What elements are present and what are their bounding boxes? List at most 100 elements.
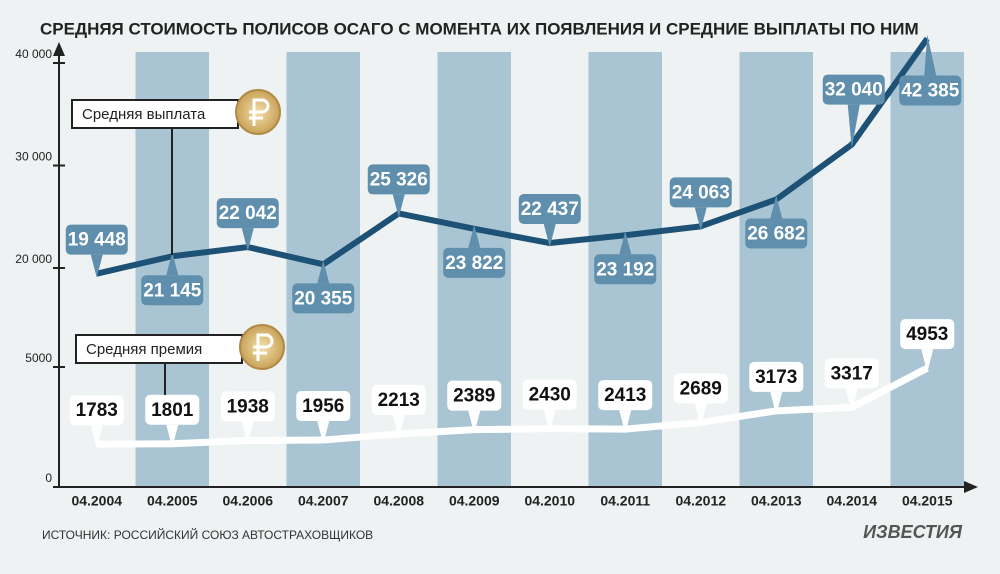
label-pointer bbox=[847, 104, 860, 149]
line bbox=[96, 365, 929, 448]
y-tick-label: 20 000 bbox=[15, 252, 52, 266]
y-tick-label: 5000 bbox=[25, 351, 52, 365]
data-label: 3173 bbox=[755, 367, 797, 388]
x-tick-label: 04.2014 bbox=[826, 493, 877, 509]
label-pointer bbox=[619, 231, 632, 255]
label-pointer bbox=[90, 254, 103, 278]
label-pointer bbox=[619, 410, 632, 434]
y-tick-label: 40 000 bbox=[15, 47, 52, 61]
label-box bbox=[669, 177, 732, 208]
label-box bbox=[673, 373, 728, 404]
logo: ИЗВЕСТИЯ bbox=[863, 522, 963, 542]
data-label: 2389 bbox=[453, 386, 495, 407]
data-label: 1783 bbox=[76, 400, 118, 421]
data-label: 1938 bbox=[227, 397, 269, 418]
x-tick-label: 04.2015 bbox=[902, 493, 953, 509]
data-label: 3317 bbox=[831, 363, 873, 384]
x-tick-label: 04.2009 bbox=[449, 493, 500, 509]
data-label: 1956 bbox=[302, 396, 344, 417]
x-tick-label: 04.2007 bbox=[298, 493, 349, 509]
legend-box bbox=[71, 99, 239, 129]
label-box bbox=[749, 361, 804, 392]
y-tick-label: 30 000 bbox=[15, 150, 52, 164]
x-tick-label: 04.2010 bbox=[524, 493, 575, 509]
data-label: 2413 bbox=[604, 385, 646, 406]
label-pointer bbox=[845, 388, 858, 412]
label-box bbox=[141, 275, 204, 306]
x-tick-label: 04.2012 bbox=[675, 493, 726, 509]
data-label: 42 385 bbox=[901, 81, 960, 102]
line bbox=[96, 36, 930, 277]
label-pointer bbox=[924, 34, 937, 76]
band bbox=[890, 52, 964, 487]
y-tick-label: 0 bbox=[45, 471, 52, 485]
data-label: 21 145 bbox=[143, 280, 202, 301]
data-label: 4953 bbox=[906, 324, 948, 345]
label-pointer bbox=[468, 410, 481, 434]
label-pointer bbox=[90, 425, 103, 449]
ruble-sign bbox=[253, 333, 274, 361]
data-label: 1801 bbox=[151, 400, 194, 421]
ruble-sign bbox=[249, 98, 270, 126]
label-pointer bbox=[543, 409, 556, 433]
x-tick-label: 04.2008 bbox=[373, 493, 424, 509]
label-box bbox=[598, 380, 653, 411]
label-pointer bbox=[241, 421, 254, 445]
label-box bbox=[371, 384, 426, 415]
label-pointer bbox=[770, 391, 783, 415]
x-tick-label: 04.2006 bbox=[222, 493, 273, 509]
label-pointer bbox=[317, 260, 330, 284]
data-label: 24 063 bbox=[672, 182, 730, 203]
data-label: 23 192 bbox=[596, 259, 654, 280]
label-box bbox=[900, 319, 955, 350]
label-box bbox=[443, 247, 506, 278]
data-label: 22 437 bbox=[521, 199, 579, 220]
label-box bbox=[65, 224, 128, 255]
x-tick-label: 04.2004 bbox=[71, 493, 122, 509]
chart-title: СРЕДНЯЯ СТОИМОСТЬ ПОЛИСОВ ОСАГО С МОМЕНТ… bbox=[40, 19, 919, 38]
data-label: 23 822 bbox=[445, 253, 503, 274]
data-label: 22 042 bbox=[219, 203, 277, 224]
label-box bbox=[522, 379, 577, 410]
source: ИСТОЧНИК: РОССИЙСКИЙ СОЮЗ АВТОСТРАХОВЩИК… bbox=[42, 527, 373, 542]
label-pointer bbox=[468, 224, 481, 248]
label-box bbox=[220, 391, 275, 422]
data-label: 2689 bbox=[680, 378, 722, 399]
legend-label: Средняя выплата bbox=[82, 106, 206, 123]
label-box bbox=[745, 218, 808, 249]
label-box bbox=[822, 74, 885, 105]
data-label: 2213 bbox=[378, 390, 420, 411]
data-label: 20 355 bbox=[294, 288, 353, 309]
label-box bbox=[518, 194, 581, 225]
data-label: 19 448 bbox=[68, 230, 126, 251]
label-pointer bbox=[392, 194, 405, 218]
data-label: 2430 bbox=[529, 385, 571, 406]
label-box bbox=[367, 164, 430, 195]
data-label: 25 326 bbox=[370, 169, 428, 190]
data-label: 26 682 bbox=[747, 224, 805, 245]
legend-label: Средняя премия bbox=[86, 341, 202, 358]
label-pointer bbox=[921, 349, 934, 373]
label-pointer bbox=[694, 207, 707, 231]
label-box bbox=[447, 380, 502, 411]
band bbox=[739, 52, 813, 487]
label-box bbox=[216, 198, 279, 229]
label-pointer bbox=[770, 195, 783, 219]
label-pointer bbox=[241, 228, 254, 252]
label-pointer bbox=[166, 424, 179, 448]
x-tick-label: 04.2011 bbox=[600, 493, 650, 509]
label-pointer bbox=[166, 252, 179, 276]
label-box bbox=[594, 254, 657, 285]
label-pointer bbox=[317, 421, 330, 445]
label-box bbox=[899, 75, 962, 106]
label-box bbox=[824, 358, 879, 389]
data-label: 32 040 bbox=[825, 80, 883, 101]
label-pointer bbox=[392, 414, 405, 438]
label-pointer bbox=[694, 403, 707, 427]
x-tick-label: 04.2005 bbox=[147, 493, 198, 509]
label-pointer bbox=[543, 224, 556, 248]
axis-arrow bbox=[53, 42, 65, 56]
label-box bbox=[292, 283, 355, 314]
axis-arrow bbox=[964, 481, 978, 493]
